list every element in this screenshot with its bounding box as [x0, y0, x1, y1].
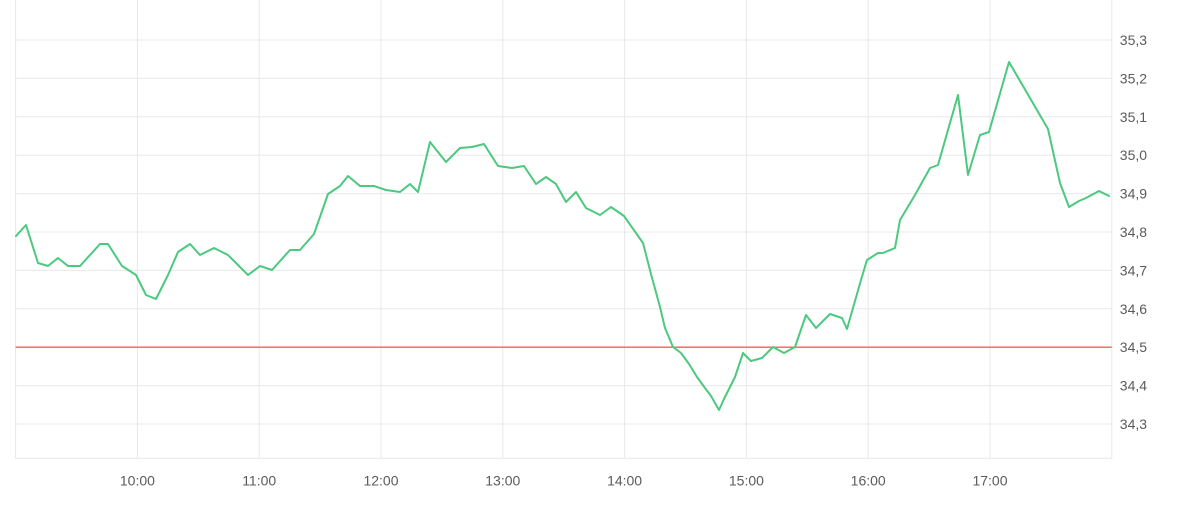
svg-text:35,3: 35,3	[1120, 32, 1147, 48]
svg-text:34,6: 34,6	[1120, 301, 1147, 317]
svg-text:35,1: 35,1	[1120, 109, 1147, 125]
svg-text:15:00: 15:00	[729, 472, 764, 488]
svg-text:34,5: 34,5	[1120, 339, 1147, 355]
svg-text:35,0: 35,0	[1120, 147, 1147, 163]
svg-text:14:00: 14:00	[607, 472, 642, 488]
svg-text:35,2: 35,2	[1120, 70, 1147, 86]
svg-text:34,9: 34,9	[1120, 186, 1147, 202]
svg-text:34,4: 34,4	[1120, 378, 1147, 394]
svg-text:10:00: 10:00	[120, 472, 155, 488]
svg-text:17:00: 17:00	[972, 472, 1007, 488]
svg-text:34,3: 34,3	[1120, 416, 1147, 432]
svg-text:34,7: 34,7	[1120, 262, 1147, 278]
svg-text:34,8: 34,8	[1120, 224, 1147, 240]
svg-text:12:00: 12:00	[363, 472, 398, 488]
svg-text:16:00: 16:00	[851, 472, 886, 488]
svg-text:13:00: 13:00	[485, 472, 520, 488]
svg-text:11:00: 11:00	[242, 472, 276, 488]
